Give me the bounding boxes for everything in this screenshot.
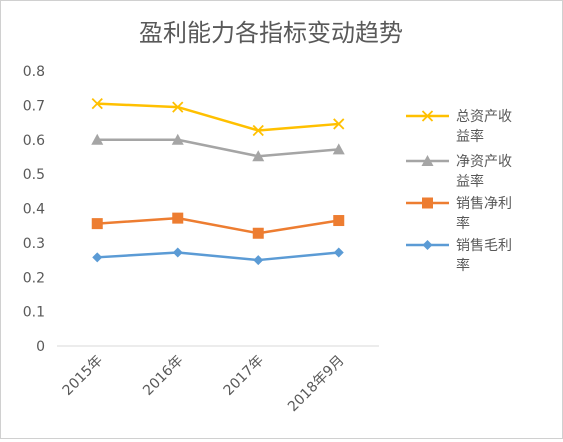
y-tick-label: 0.4: [23, 202, 45, 218]
data-point: [91, 133, 104, 145]
series-3: [92, 247, 344, 266]
x-tick-label: 2017年: [221, 353, 267, 399]
series-line: [97, 251, 339, 262]
data-point: [253, 255, 264, 266]
series-line: [97, 216, 339, 235]
legend-label: 净资产收益率: [456, 154, 512, 190]
legend-label: 销售净利率: [456, 196, 512, 232]
y-axis-ticks: 0 0.1 0.2 0.3 0.4 0.5 0.6 0.7 0.8: [23, 64, 45, 355]
marker-stroke: [252, 124, 264, 137]
series-line: [97, 138, 339, 158]
data-point: [252, 124, 264, 137]
chart-title: 盈利能力各指标变动趋势: [139, 19, 403, 47]
marker-stroke: [91, 98, 103, 110]
data-point: [91, 218, 103, 230]
y-tick-label: 0.3: [23, 236, 45, 252]
series-2: [91, 212, 345, 239]
legend-label: 销售毛利率: [456, 238, 512, 274]
series-1: [91, 133, 345, 162]
legend-marker: [422, 240, 433, 250]
data-point: [172, 247, 183, 258]
y-tick-label: 0.2: [23, 270, 45, 286]
legend-marker: [421, 155, 434, 166]
legend-marker: [422, 197, 433, 209]
y-tick-label: 0.7: [23, 98, 45, 114]
data-point: [91, 98, 103, 110]
x-axis-ticks: 2015年 2016年 2017年 2018年9月: [60, 353, 348, 416]
data-point: [172, 101, 184, 113]
x-tick-label: 2015年: [60, 353, 106, 399]
data-point: [92, 252, 103, 263]
legend-item-2: 销售净利率: [406, 196, 512, 232]
y-tick-label: 0.1: [23, 305, 45, 321]
data-point: [333, 247, 344, 258]
data-point: [172, 212, 184, 224]
data-point: [333, 215, 345, 227]
legend-marker: [421, 110, 434, 122]
series-0: [91, 98, 345, 137]
marker-stroke: [333, 118, 345, 130]
plot-area: [91, 98, 345, 266]
legend-item-0: 总资产收益率: [406, 109, 512, 145]
y-tick-label: 0.5: [23, 167, 45, 183]
data-point: [252, 227, 264, 239]
legend-item-3: 销售毛利率: [406, 238, 512, 274]
series-line: [97, 102, 339, 132]
marker-stroke: [172, 101, 184, 113]
data-point: [252, 150, 265, 162]
x-tick-label: 2018年9月: [285, 353, 348, 416]
marker-stroke: [421, 110, 434, 122]
legend-label: 总资产收益率: [456, 109, 512, 145]
legend-item-1: 净资产收益率: [406, 154, 512, 190]
data-point: [333, 118, 345, 130]
y-tick-label: 0: [36, 339, 45, 355]
y-tick-label: 0.6: [23, 133, 45, 149]
data-point: [332, 143, 345, 155]
data-point: [171, 133, 184, 145]
x-tick-label: 2016年: [140, 353, 186, 399]
y-tick-label: 0.8: [23, 64, 45, 80]
